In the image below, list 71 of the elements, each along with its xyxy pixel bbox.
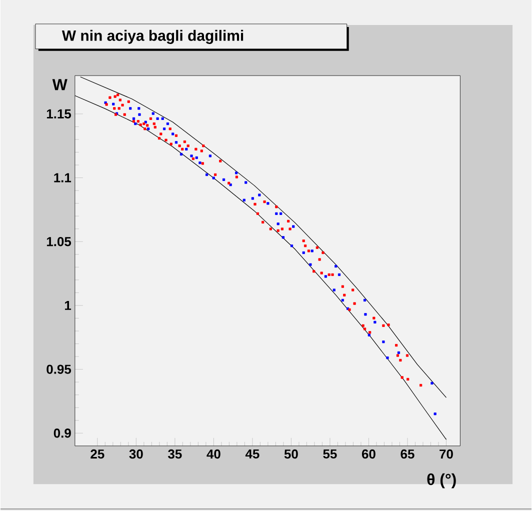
point (282, 236, 285, 239)
point (310, 250, 314, 252)
point (309, 263, 312, 266)
point (397, 351, 400, 354)
x-tick-label: 25 (90, 449, 104, 459)
x-tick-label: 60 (362, 449, 376, 459)
point (205, 173, 208, 176)
point (341, 298, 344, 302)
point (138, 107, 140, 110)
y-tick-label: 1.1 (54, 173, 72, 182)
point (152, 112, 154, 115)
point (163, 128, 166, 130)
point (235, 172, 238, 174)
point (266, 202, 270, 205)
point (275, 212, 278, 215)
point (280, 212, 282, 215)
point (386, 356, 389, 360)
point (172, 132, 174, 136)
point (382, 340, 385, 344)
x-tick-label: 50 (284, 449, 298, 459)
point (292, 225, 295, 228)
point (242, 198, 246, 202)
point (332, 288, 336, 292)
point (430, 382, 434, 384)
x-tick-label: 45 (245, 449, 260, 458)
point (129, 107, 132, 110)
point (222, 178, 226, 181)
point (302, 251, 305, 254)
point (338, 273, 341, 276)
y-tick-label: 1 (64, 300, 72, 310)
x-tick-label: 65 (400, 449, 414, 459)
x-tick-label: 70 (440, 449, 453, 459)
point (195, 156, 198, 159)
y-tick-label: 0.95 (46, 364, 72, 374)
x-tick-label: 30 (129, 449, 143, 459)
point (174, 141, 178, 144)
point (156, 117, 159, 120)
point (132, 117, 136, 120)
point (185, 148, 188, 150)
point (198, 162, 202, 164)
point (190, 154, 193, 158)
point (166, 122, 170, 126)
point (244, 181, 248, 184)
point (251, 197, 254, 200)
chart-title: W nin aciya bagli dagilimi (62, 30, 244, 44)
point (112, 102, 115, 106)
point (208, 154, 212, 158)
point (258, 194, 261, 196)
x-tick-label: 55 (323, 449, 337, 458)
x-tick-label: 40 (206, 449, 220, 459)
point (161, 117, 164, 120)
point (290, 244, 294, 248)
y-axis-title: W (52, 79, 68, 90)
x-tick-label: 35 (168, 449, 182, 459)
x-axis-title: θ (°) (427, 473, 456, 488)
point (138, 113, 141, 116)
point (364, 313, 367, 316)
y-tick-label: 1.15 (46, 109, 72, 118)
point (147, 128, 150, 130)
point (434, 412, 436, 416)
y-tick-label: 0.9 (54, 428, 71, 438)
point (324, 275, 327, 278)
point (212, 176, 215, 180)
point (368, 334, 370, 336)
y-tick-label: 1.05 (46, 236, 72, 246)
point (363, 298, 366, 302)
point (334, 264, 338, 268)
point (180, 152, 183, 156)
point (374, 320, 376, 324)
point (276, 222, 280, 226)
point (134, 122, 137, 126)
